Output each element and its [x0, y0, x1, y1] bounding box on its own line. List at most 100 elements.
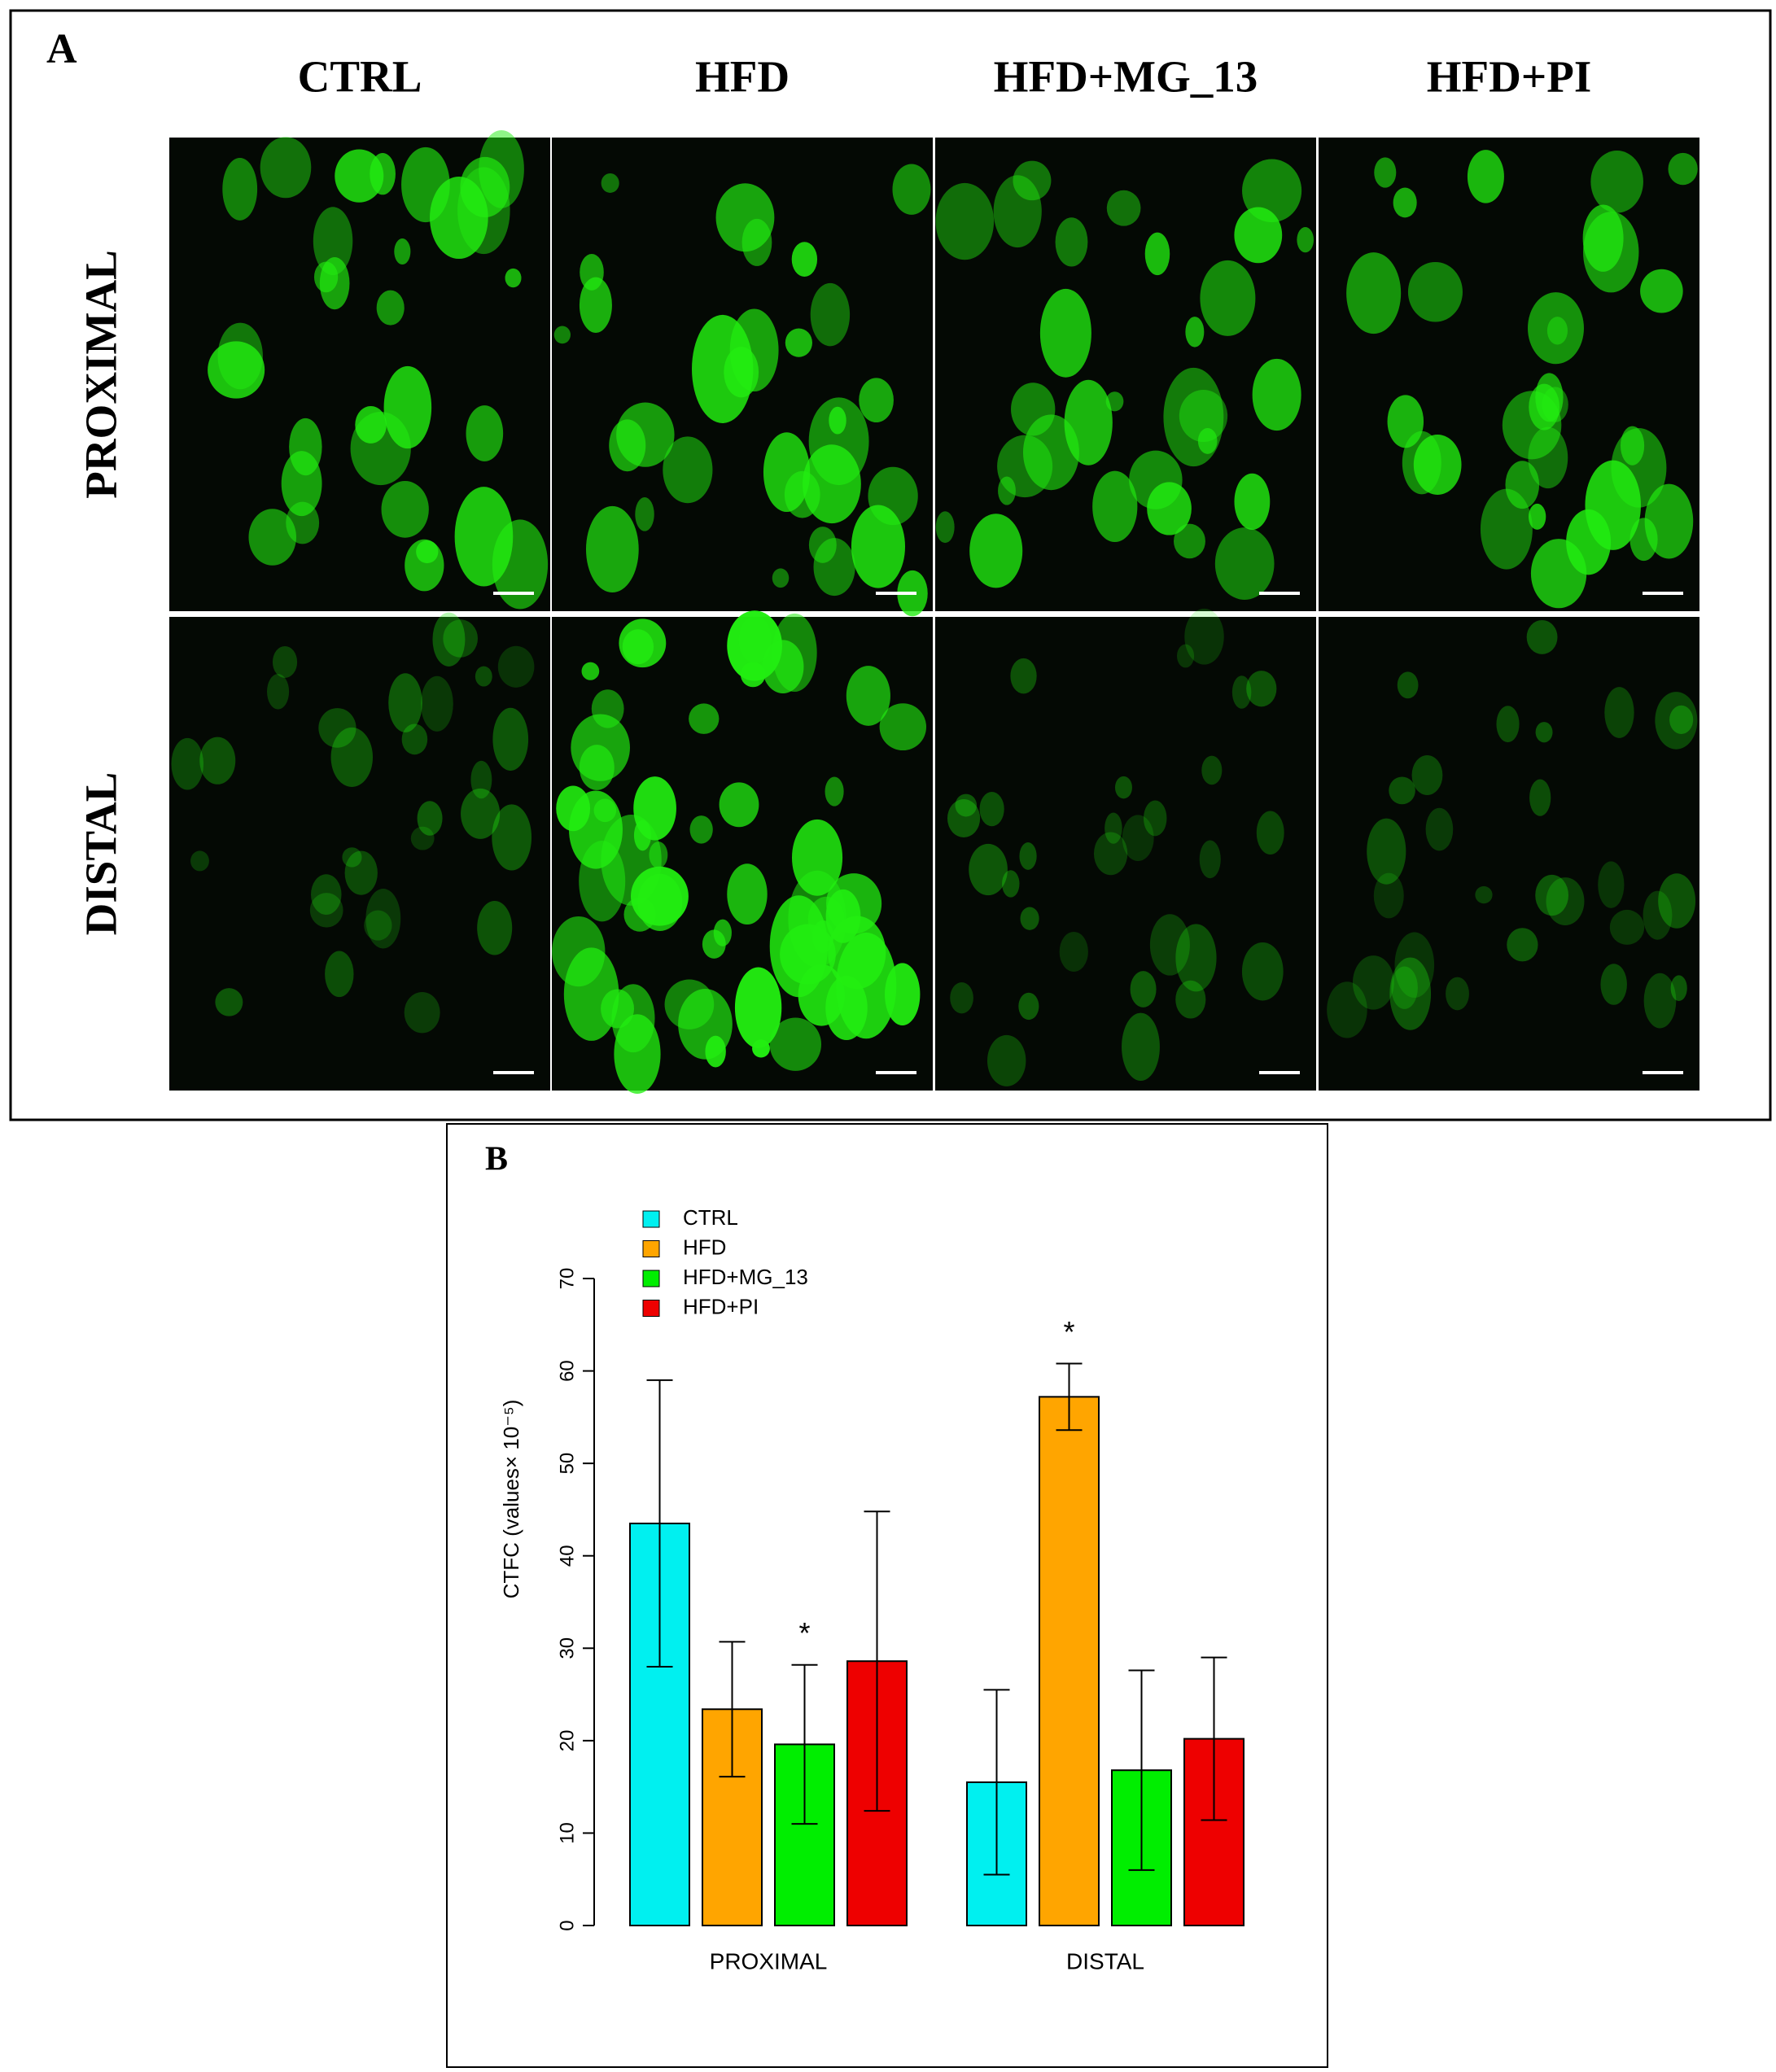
cell-cluster — [1374, 157, 1397, 188]
cell-cluster — [591, 689, 624, 728]
cell-cluster — [1670, 975, 1687, 1001]
image-background — [169, 617, 550, 1091]
cell-cluster — [1611, 428, 1667, 508]
cell-cluster — [1130, 971, 1157, 1008]
cell-cluster — [1582, 204, 1624, 272]
cell-cluster — [1144, 232, 1170, 276]
cell-cluster — [1425, 807, 1454, 851]
cell-cluster — [689, 703, 720, 734]
micrograph — [552, 138, 933, 617]
cell-cluster — [1604, 687, 1634, 738]
cell-cluster — [248, 509, 296, 566]
cell-cluster — [734, 967, 782, 1048]
cell-cluster — [1327, 981, 1367, 1038]
error-bar — [719, 1641, 746, 1778]
cell-cluster — [825, 776, 844, 807]
bar — [1183, 1738, 1245, 1926]
cell-cluster — [1106, 190, 1141, 226]
cell-cluster — [1122, 1012, 1160, 1082]
column-label: HFD+PI — [1427, 52, 1591, 102]
micrograph — [1319, 617, 1699, 1091]
cell-cluster — [1387, 395, 1424, 448]
error-bar — [983, 1689, 1010, 1876]
cell-cluster — [1505, 461, 1540, 509]
cell-cluster — [272, 645, 298, 679]
cell-cluster — [1535, 722, 1553, 743]
cell-cluster — [492, 804, 532, 871]
error-bar — [1201, 1656, 1227, 1821]
cell-cluster — [1352, 955, 1394, 1010]
cell-cluster — [1530, 539, 1587, 609]
cell-cluster — [1175, 980, 1206, 1019]
legend-label: HFD+MG_13 — [683, 1265, 808, 1289]
cell-cluster — [619, 619, 667, 668]
cell-cluster — [1147, 482, 1192, 535]
cell-cluster — [689, 815, 713, 844]
cell-cluster — [267, 674, 290, 710]
panel-a-frame — [9, 9, 1772, 1121]
cell-cluster — [1658, 873, 1696, 929]
cell-cluster — [381, 481, 429, 538]
cell-cluster — [1179, 389, 1228, 443]
cell-cluster — [1010, 658, 1037, 694]
cell-cluster — [1391, 966, 1418, 1009]
legend-label: CTRL — [683, 1205, 738, 1230]
cell-cluster — [492, 707, 529, 771]
cell-cluster — [470, 760, 492, 799]
cell-cluster — [772, 568, 790, 588]
x-tick-label: PROXIMAL — [710, 1948, 828, 1974]
cell-cluster — [421, 675, 453, 732]
cell-cluster — [979, 792, 1004, 827]
cell-cluster — [649, 841, 668, 868]
cell-cluster — [1546, 877, 1585, 925]
significance-marker: * — [1063, 1315, 1074, 1349]
cell-cluster — [585, 505, 639, 593]
cell-cluster — [1346, 252, 1402, 334]
cell-cluster — [1175, 924, 1217, 992]
cell-cluster — [1529, 779, 1551, 816]
cell-cluster — [763, 432, 811, 513]
cell-cluster — [601, 173, 619, 193]
cell-cluster — [1528, 292, 1584, 365]
cell-cluster — [350, 412, 411, 486]
cell-cluster — [1013, 160, 1052, 201]
cell-cluster — [479, 130, 524, 208]
cell-cluster — [808, 397, 869, 486]
cell-cluster — [892, 164, 931, 215]
cell-cluster — [1546, 317, 1568, 345]
cell-cluster — [215, 988, 243, 1016]
cell-cluster — [935, 511, 955, 544]
cell-cluster — [1590, 151, 1643, 213]
cell-cluster — [394, 238, 411, 265]
cell-cluster — [410, 826, 435, 850]
cell-cluster — [885, 963, 921, 1026]
y-tick-label: 30 — [556, 1637, 578, 1659]
cell-cluster — [199, 737, 236, 785]
micrograph — [169, 130, 550, 611]
cell-cluster — [769, 1017, 822, 1071]
cell-cluster — [1163, 367, 1224, 467]
cell-cluster — [987, 1034, 1026, 1086]
cell-cluster — [993, 175, 1042, 248]
cell-cluster — [1093, 832, 1128, 876]
column-label: HFD — [695, 52, 790, 102]
cell-cluster — [342, 847, 362, 868]
cell-cluster — [1446, 977, 1469, 1011]
cell-cluster — [1389, 957, 1432, 1030]
cell-cluster — [344, 850, 378, 895]
cell-cluster — [1609, 909, 1645, 945]
cell-cluster — [601, 989, 634, 1029]
cell-cluster — [1256, 811, 1284, 855]
image-background — [1319, 617, 1699, 1091]
cell-cluster — [738, 615, 772, 664]
cell-cluster — [715, 183, 775, 252]
cell-cluster — [593, 798, 617, 823]
cell-cluster — [416, 540, 439, 564]
cell-cluster — [729, 308, 779, 392]
legend-swatch — [642, 1270, 660, 1287]
cell-cluster — [1643, 890, 1673, 940]
cell-cluster — [376, 290, 405, 326]
cell-cluster — [171, 737, 204, 790]
cell-cluster — [828, 916, 886, 990]
